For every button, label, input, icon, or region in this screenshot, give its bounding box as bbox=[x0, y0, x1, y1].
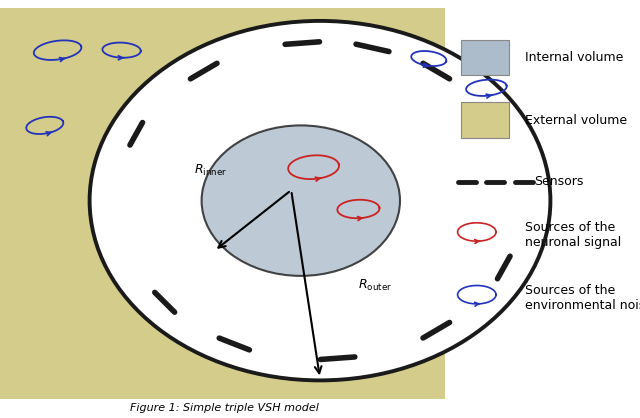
Text: Figure 1: Simple triple VSH model: Figure 1: Simple triple VSH model bbox=[129, 403, 319, 413]
Bar bbox=[461, 102, 509, 138]
Text: External volume: External volume bbox=[525, 114, 627, 127]
Bar bbox=[0, 8, 445, 399]
Text: Internal volume: Internal volume bbox=[525, 51, 623, 64]
Bar bbox=[461, 40, 509, 75]
Ellipse shape bbox=[90, 21, 550, 380]
Text: Sources of the
neuronal signal: Sources of the neuronal signal bbox=[525, 221, 621, 249]
Ellipse shape bbox=[202, 125, 400, 276]
Text: $R_{\mathrm{inner}}$: $R_{\mathrm{inner}}$ bbox=[194, 163, 227, 178]
Text: Sources of the
environmental noise: Sources of the environmental noise bbox=[525, 284, 640, 311]
Text: Sensors: Sensors bbox=[534, 175, 584, 189]
Text: $R_{\mathrm{outer}}$: $R_{\mathrm{outer}}$ bbox=[358, 278, 392, 293]
